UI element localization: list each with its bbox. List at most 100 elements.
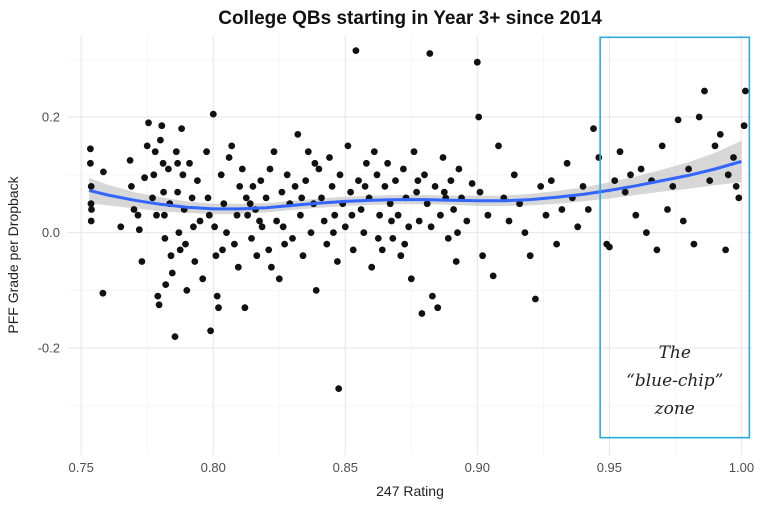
data-point [489,272,497,280]
data-point [455,165,463,173]
data-point [370,148,378,156]
data-point [658,142,666,150]
data-point [405,223,413,231]
x-tick-labels: 0.75 0.80 0.85 0.90 0.95 1.00 [69,460,755,475]
data-point [299,252,307,260]
data-point [207,327,215,335]
data-point [167,252,175,260]
data-point [401,240,409,248]
data-point [161,211,168,219]
data-point [476,188,484,196]
data-point [266,165,274,173]
data-point [190,223,197,231]
data-point [150,171,158,179]
data-point [273,217,280,225]
data-point [161,235,169,242]
data-point [349,246,357,254]
data-point [155,301,163,309]
blue-chip-zone-label: “blue-chip” [626,371,723,391]
data-point [484,211,492,219]
data-point [213,292,221,300]
data-point [378,246,386,254]
data-point [735,194,743,202]
data-point [521,229,529,237]
data-point [347,188,354,196]
data-point [304,148,312,156]
data-point [135,226,143,234]
data-point [215,304,222,312]
data-point [87,159,94,167]
data-point [440,188,448,196]
data-point [318,194,325,202]
data-point [479,252,486,260]
data-point [297,211,304,219]
data-point [415,217,423,225]
data-point [223,229,230,237]
data-point [690,240,698,248]
data-point [392,177,399,185]
data-point [341,223,349,231]
data-points-layer [87,47,749,392]
data-point [685,165,692,173]
data-point [176,246,184,254]
data-point [439,154,447,161]
data-point [265,246,273,254]
data-point [127,183,135,190]
data-point [679,217,687,225]
data-point [616,148,624,156]
data-point [270,148,278,156]
data-point [204,194,212,202]
data-point [348,211,356,219]
data-point [179,171,187,179]
x-tick-label: 0.80 [201,460,226,475]
data-point [542,211,550,219]
data-point [302,177,310,185]
data-point [361,183,369,190]
data-point [336,171,344,179]
x-tick-label: 0.90 [465,460,490,475]
data-point [606,243,613,251]
data-point [241,304,249,312]
data-point [674,116,682,124]
data-point [357,206,365,213]
data-point [510,171,518,179]
data-point [468,180,476,187]
data-point [368,263,376,271]
data-point [233,211,241,219]
data-point [637,165,645,173]
y-tick-labels: -0.2 0.0 0.2 [38,110,60,356]
data-point [205,211,213,219]
x-tick-label: 0.85 [333,460,358,475]
data-point [87,217,95,225]
data-point [244,211,252,219]
data-point [374,235,382,242]
data-point [547,177,555,185]
smooth-trend-line [88,160,742,211]
data-point [262,194,270,202]
data-point [627,171,634,179]
data-point [328,183,336,190]
data-point [716,131,724,138]
data-point [452,258,460,265]
data-point [246,200,254,208]
data-point [178,125,186,132]
x-tick-label: 1.00 [729,460,754,475]
data-point [87,183,95,190]
data-point [426,50,434,57]
data-point [87,145,94,153]
data-point [386,200,394,208]
data-point [256,217,263,225]
data-point [174,188,182,196]
data-point [153,211,160,219]
data-point [558,206,566,213]
data-point [632,211,640,219]
data-point [360,229,368,237]
data-point [454,229,461,237]
data-point [664,206,671,213]
data-point [99,289,107,297]
data-point [421,171,428,179]
blue-chip-zone-label: zone [654,399,695,419]
data-point [278,188,286,196]
data-point [172,148,180,156]
data-point [526,252,534,260]
